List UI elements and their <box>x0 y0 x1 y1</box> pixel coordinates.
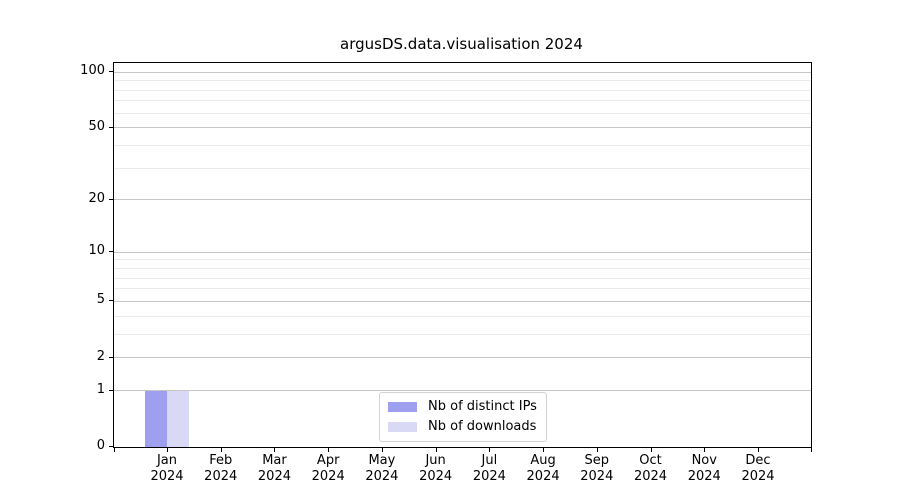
y-tick <box>109 71 113 73</box>
y-minor-gridline <box>114 268 811 270</box>
y-tick <box>109 389 113 391</box>
x-tick <box>114 448 115 452</box>
x-tick-label: Apr 2024 <box>311 453 345 484</box>
x-tick <box>543 448 545 452</box>
y-major-gridline <box>114 251 811 253</box>
x-tick-label: Mar 2024 <box>257 453 291 484</box>
y-minor-gridline <box>114 333 811 335</box>
x-tick-label: Nov 2024 <box>687 453 721 484</box>
y-tick-label: 2 <box>96 348 105 364</box>
y-tick-label: 20 <box>88 190 105 206</box>
y-major-gridline <box>114 71 811 73</box>
y-minor-gridline <box>114 80 811 82</box>
legend: Nb of distinct IPs Nb of downloads <box>379 392 547 442</box>
x-tick <box>596 448 598 452</box>
y-tick <box>109 251 113 253</box>
x-tick <box>758 448 759 452</box>
y-tick-label: 0 <box>96 438 105 453</box>
plot-area: Nb of distinct IPs Nb of downloads <box>113 62 812 448</box>
x-tick <box>811 448 812 452</box>
bar-nb-of-downloads <box>167 390 189 447</box>
x-tick-label: Jul 2024 <box>472 453 506 484</box>
chart-title: argusDS.data.visualisation 2024 <box>340 35 583 53</box>
legend-item: Nb of downloads <box>388 419 537 435</box>
x-tick <box>704 448 706 452</box>
y-major-gridline <box>114 300 811 302</box>
y-major-gridline <box>114 199 811 201</box>
x-tick <box>381 448 383 452</box>
y-tick-label: 1 <box>96 381 105 397</box>
y-minor-gridline <box>114 277 811 279</box>
x-tick-label: May 2024 <box>365 453 399 484</box>
y-major-gridline <box>114 390 811 392</box>
x-tick-label: Aug 2024 <box>526 453 560 484</box>
x-tick-label: Oct 2024 <box>633 453 668 484</box>
legend-label: Nb of distinct IPs <box>428 399 537 414</box>
legend-swatch-icon <box>388 402 417 412</box>
x-tick-label: Sep 2024 <box>580 453 614 484</box>
x-tick <box>489 448 491 452</box>
y-tick-label: 100 <box>80 63 105 79</box>
y-tick-label: 10 <box>88 243 105 259</box>
y-tick <box>109 126 113 128</box>
y-tick-label: 5 <box>96 292 105 308</box>
y-minor-gridline <box>114 112 811 114</box>
legend-swatch-icon <box>388 422 417 432</box>
x-tick <box>650 448 652 452</box>
y-minor-gridline <box>114 288 811 290</box>
y-major-gridline <box>114 357 811 359</box>
y-tick-label: 50 <box>88 118 105 134</box>
y-tick <box>109 446 113 447</box>
y-minor-gridline <box>114 167 811 169</box>
x-tick-label: Feb 2024 <box>204 453 238 484</box>
x-tick <box>167 448 168 452</box>
y-tick <box>109 356 113 358</box>
y-tick <box>109 300 113 302</box>
x-tick <box>220 448 222 452</box>
y-minor-gridline <box>114 144 811 146</box>
x-tick-label: Dec 2024 <box>741 453 775 484</box>
y-minor-gridline <box>114 259 811 261</box>
x-tick <box>274 448 276 452</box>
x-tick-label: Jan 2024 <box>150 453 184 484</box>
y-minor-gridline <box>114 100 811 102</box>
y-tick <box>109 198 113 200</box>
legend-item: Nb of distinct IPs <box>388 399 537 415</box>
y-major-gridline <box>114 127 811 129</box>
x-tick <box>435 448 437 452</box>
y-minor-gridline <box>114 89 811 91</box>
x-tick <box>328 448 330 452</box>
y-minor-gridline <box>114 315 811 317</box>
x-tick-label: Jun 2024 <box>419 453 453 484</box>
bar-nb-of-distinct-ips <box>145 390 167 447</box>
legend-label: Nb of downloads <box>428 419 537 434</box>
